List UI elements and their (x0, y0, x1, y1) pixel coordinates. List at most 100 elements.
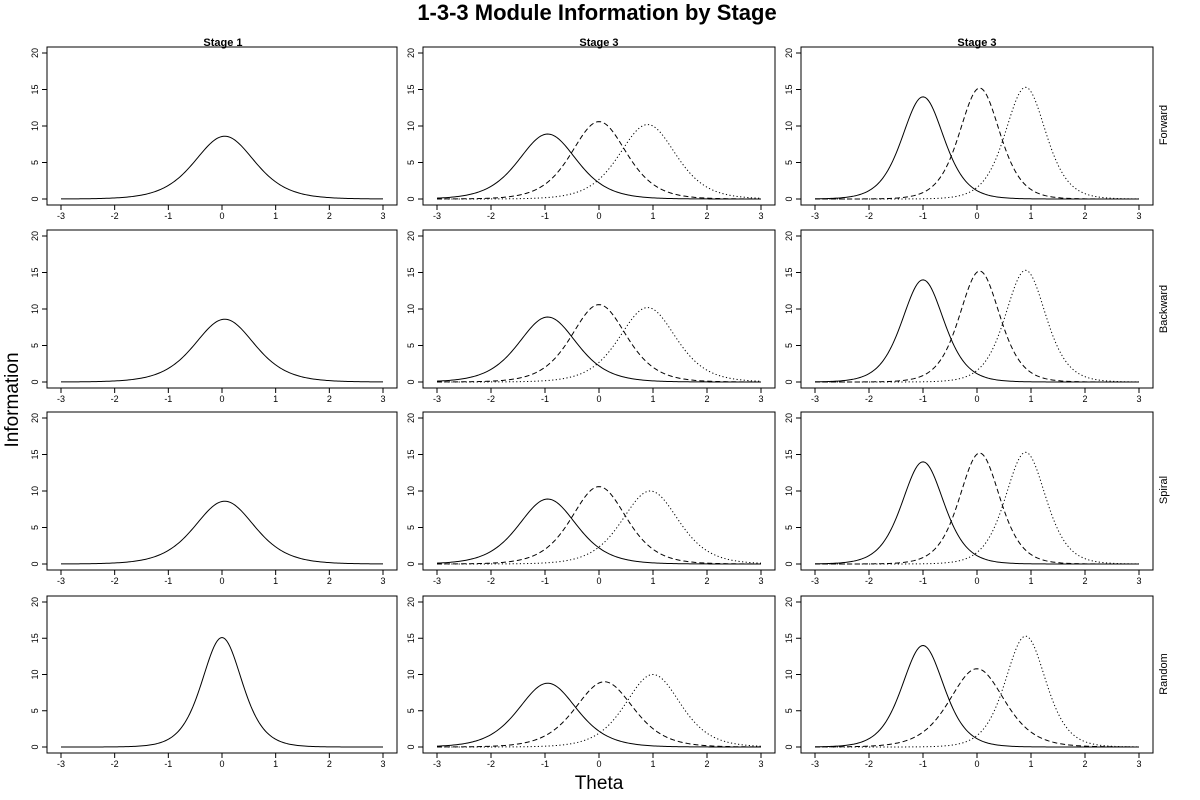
curve-solid (814, 279, 1139, 383)
x-tick-label: 0 (219, 211, 224, 221)
x-tick-label: -3 (57, 211, 65, 221)
x-tick-label: 2 (327, 759, 332, 769)
curve-dashed (815, 668, 1139, 748)
y-tick-label: 15 (30, 84, 40, 94)
panel-spiral-2-frame (422, 411, 776, 571)
x-tick-label: -1 (164, 576, 172, 586)
x-tick-label: -3 (433, 759, 441, 769)
y-tick-label: 5 (30, 343, 40, 348)
y-tick-label: 0 (784, 744, 794, 749)
x-tick-label: 0 (219, 759, 224, 769)
y-tick-label: 10 (30, 304, 40, 314)
y-tick-label: 15 (406, 449, 416, 459)
column-title-2: Stage 3 (579, 37, 618, 49)
curve-dotted (437, 674, 762, 748)
x-tick-label: -2 (865, 394, 873, 404)
x-tick-label: -1 (919, 211, 927, 221)
x-tick-label: -2 (865, 759, 873, 769)
y-tick-label: 5 (30, 525, 40, 530)
y-tick-label: 20 (784, 48, 794, 58)
x-tick-label: -1 (919, 576, 927, 586)
y-tick-label: 20 (784, 413, 794, 423)
x-tick-label: -2 (865, 576, 873, 586)
x-tick-label: -3 (433, 394, 441, 404)
y-tick-label: 5 (784, 708, 794, 713)
y-tick-label: 0 (784, 379, 794, 384)
x-tick-label: 0 (974, 759, 979, 769)
curve-dashed (815, 87, 1139, 200)
y-tick-label: 0 (406, 561, 416, 566)
x-tick-label: 2 (704, 759, 709, 769)
x-tick-label: 0 (974, 576, 979, 586)
x-tick-label: 1 (273, 211, 278, 221)
y-tick-label: 10 (784, 669, 794, 679)
y-tick-label: 20 (406, 597, 416, 607)
x-tick-label: 0 (219, 394, 224, 404)
x-tick-label: 2 (327, 576, 332, 586)
x-tick-label: -1 (164, 759, 172, 769)
panel-spiral-3: -3 -2 -1 0 1 2 3 0 5 10 15 20 (784, 411, 1154, 586)
y-axis-label: Information (2, 352, 23, 447)
x-tick-label: -2 (487, 576, 495, 586)
y-tick-label: 5 (30, 708, 40, 713)
curve-dashed (437, 681, 762, 748)
panel-backward-2-frame (422, 229, 776, 389)
y-tick-label: 0 (784, 196, 794, 201)
x-tick-label: -2 (111, 211, 119, 221)
x-tick-label: 3 (1136, 576, 1141, 586)
panel-random-1: -3 -2 -1 0 1 2 3 0 5 10 15 20 (30, 595, 398, 769)
y-tick-label: 0 (406, 196, 416, 201)
row-label-spiral: Spiral (1158, 476, 1170, 504)
y-tick-label: 20 (406, 231, 416, 241)
x-tick-label: -3 (57, 576, 65, 586)
x-tick-label: 1 (650, 759, 655, 769)
x-tick-label: 2 (704, 211, 709, 221)
y-tick-label: 10 (784, 304, 794, 314)
x-tick-label: -1 (919, 759, 927, 769)
x-tick-label: 2 (1082, 394, 1087, 404)
panel-backward-1: -3 -2 -1 0 1 2 3 0 5 10 15 20 (30, 229, 398, 404)
panel-spiral-2: -3 -2 -1 0 1 2 3 0 5 10 15 20 (406, 411, 776, 586)
curve-solid (60, 500, 383, 565)
y-tick-label: 15 (784, 449, 794, 459)
panel-forward-1: -3 -2 -1 0 1 2 3 0 5 10 15 20 (30, 46, 398, 221)
x-tick-label: -3 (57, 394, 65, 404)
y-tick-label: 20 (784, 597, 794, 607)
x-tick-label: -1 (541, 394, 549, 404)
x-tick-label: 0 (596, 211, 601, 221)
y-tick-label: 20 (30, 413, 40, 423)
y-tick-label: 20 (784, 231, 794, 241)
x-tick-label: -1 (541, 576, 549, 586)
y-tick-label: 5 (406, 708, 416, 713)
x-tick-label: 1 (273, 394, 278, 404)
x-tick-label: 2 (1082, 211, 1087, 221)
y-tick-label: 5 (406, 525, 416, 530)
column-title-3: Stage 3 (957, 37, 996, 49)
curve-dotted (437, 307, 762, 383)
panel-forward-3-frame (800, 46, 1154, 206)
y-tick-label: 10 (406, 121, 416, 131)
y-tick-label: 10 (30, 121, 40, 131)
curve-solid (60, 318, 383, 383)
y-tick-label: 15 (784, 84, 794, 94)
x-tick-label: -1 (919, 394, 927, 404)
x-tick-label: 0 (219, 576, 224, 586)
panel-forward-3: -3 -2 -1 0 1 2 3 0 5 10 15 20 (784, 46, 1154, 221)
x-tick-label: -2 (865, 211, 873, 221)
x-tick-label: 3 (758, 759, 763, 769)
curve-solid (436, 682, 761, 748)
panel-spiral-1-frame (46, 411, 398, 571)
x-tick-label: 1 (1028, 211, 1033, 221)
x-tick-label: -2 (487, 211, 495, 221)
x-tick-label: 3 (380, 211, 385, 221)
x-axis-label: Theta (575, 773, 624, 794)
x-tick-label: -2 (111, 576, 119, 586)
x-tick-label: 2 (1082, 759, 1087, 769)
y-tick-label: 10 (784, 121, 794, 131)
x-tick-label: 1 (1028, 759, 1033, 769)
panel-random-3-frame (800, 595, 1154, 754)
x-tick-label: -1 (541, 211, 549, 221)
x-tick-label: 3 (758, 576, 763, 586)
x-tick-label: -2 (111, 394, 119, 404)
y-tick-label: 0 (30, 196, 40, 201)
